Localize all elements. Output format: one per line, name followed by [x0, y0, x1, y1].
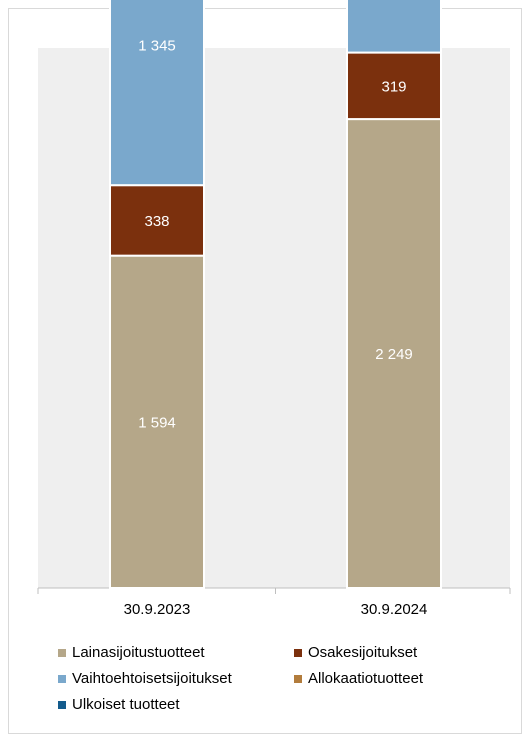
legend-label: Osakesijoitukset [308, 644, 418, 661]
legend-swatch [58, 674, 66, 683]
legend: Lainasijoitustuotteet Osakesijoitukset V… [58, 644, 498, 713]
legend-label: Ulkoiset tuotteet [72, 696, 180, 713]
legend-item-osakesijoitukset: Osakesijoitukset [294, 644, 494, 661]
data-label: 319 [381, 78, 406, 95]
bar-segment [346, 0, 442, 54]
data-label: 1 594 [138, 414, 176, 431]
x-tick-label: 30.9.2023 [124, 601, 191, 618]
legend-item-vaihtoehtoisetsijoitukset: Vaihtoehtoisetsijoitukset [58, 670, 294, 687]
bar-segment [109, 254, 205, 589]
legend-swatch [58, 648, 66, 657]
legend-swatch [58, 700, 66, 709]
data-label: 2 249 [375, 346, 413, 363]
bar-segment [346, 118, 442, 590]
legend-item-ulkoiset-tuotteet: Ulkoiset tuotteet [58, 696, 294, 713]
data-label: 338 [144, 213, 169, 230]
legend-label: Lainasijoitustuotteet [72, 644, 205, 661]
bar-segment [109, 184, 205, 257]
data-label: 1 345 [138, 37, 176, 54]
legend-item-lainasijoitustuotteet: Lainasijoitustuotteet [58, 644, 294, 661]
legend-swatch [294, 648, 302, 657]
legend-swatch [294, 674, 302, 683]
legend-item-allokaatiotuotteet: Allokaatiotuotteet [294, 670, 494, 687]
bar-segment [109, 0, 205, 187]
legend-label: Allokaatiotuotteet [308, 670, 424, 687]
x-tick-label: 30.9.2024 [361, 601, 428, 618]
legend-label: Vaihtoehtoisetsijoitukset [72, 670, 232, 687]
bar-segment [346, 51, 442, 121]
